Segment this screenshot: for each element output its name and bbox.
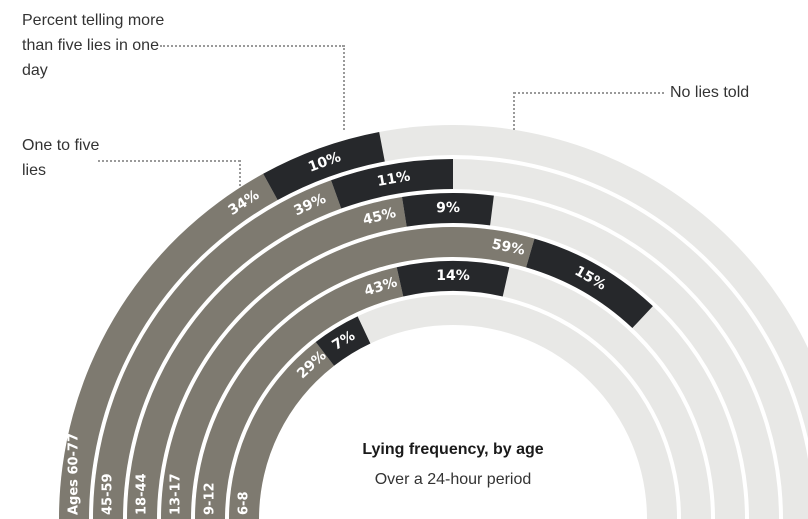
ring-more-than-five-0	[263, 131, 385, 201]
leader-one-to-five-drop	[239, 160, 241, 186]
leader-none	[514, 92, 664, 94]
age-label-2: 18-44	[135, 473, 150, 515]
legend-more-than-five: Percent telling more than five lies in o…	[22, 12, 165, 79]
ring-one-to-five-5	[229, 342, 335, 519]
ring-more-than-five-1	[331, 159, 453, 209]
ring-one-to-five-0	[59, 173, 278, 519]
ring-one-to-five-3	[161, 226, 535, 519]
ring-more-than-five-5	[315, 316, 371, 366]
ring-one-to-five-4	[195, 267, 404, 519]
leader-one-to-five	[98, 160, 240, 162]
legend-none: No lies told	[670, 84, 750, 101]
label-more-than-five-2: 9%	[436, 200, 460, 216]
label-one-to-five-3: 59%	[490, 236, 526, 258]
leader-more-than-five	[160, 45, 344, 47]
ring-one-to-five-2	[127, 197, 407, 519]
label-one-to-five-2: 45%	[361, 205, 397, 228]
rings-layer	[59, 125, 808, 519]
ring-more-than-five-3	[526, 238, 653, 329]
label-more-than-five-4: 14%	[436, 268, 470, 284]
ring-more-than-five-2	[402, 192, 494, 227]
leader-more-than-five-drop	[343, 45, 345, 130]
leader-none-drop	[513, 92, 515, 130]
chart-subtitle: Over a 24-hour period	[374, 471, 532, 488]
age-label-4: 9-12	[203, 482, 218, 515]
chart-title: Lying frequency, by age	[362, 441, 544, 458]
age-label-1: 45-59	[101, 473, 116, 515]
age-label-5: 6-8	[237, 492, 252, 516]
age-label-3: 13-17	[169, 473, 184, 515]
legend-one-to-five: One to five lies	[22, 137, 100, 179]
age-label-0: Ages 60-77	[67, 433, 82, 515]
ring-one-to-five-1	[93, 180, 342, 519]
label-more-than-five-1: 11%	[376, 168, 412, 190]
ring-more-than-five-4	[396, 260, 510, 297]
